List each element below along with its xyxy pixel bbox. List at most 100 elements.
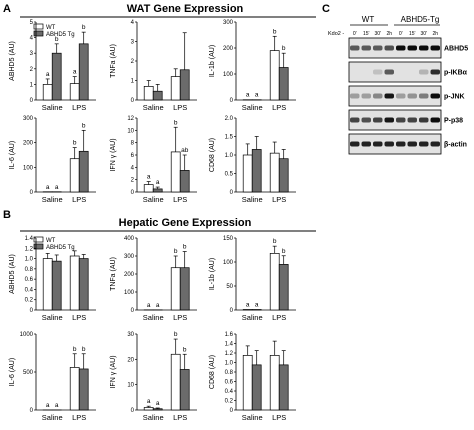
legend-hepatic-swatch-wt xyxy=(33,236,44,243)
blot-band xyxy=(407,117,417,123)
x-category-label: LPS xyxy=(173,413,187,422)
y-axis-label: IL-6 (AU) xyxy=(9,141,16,169)
blot-band xyxy=(419,45,429,51)
blot-band xyxy=(361,117,371,123)
y-tick-label: 3 xyxy=(30,51,34,57)
blot-band xyxy=(361,141,371,147)
significance-letter: a xyxy=(255,302,259,309)
blot-membrane xyxy=(348,61,442,83)
significance-letter: a xyxy=(73,69,77,76)
chart-wat_il1b: 0 100 200 300 IL-1b (AU) Saline a a LPS b b xyxy=(209,20,296,112)
bar-wt xyxy=(42,84,53,101)
blot-group-tg: ABHD5-Tg xyxy=(401,15,440,24)
x-category-label: Saline xyxy=(42,413,63,422)
blot-band-label: ABHD5 xyxy=(444,46,468,53)
y-tick-label: 0.5 xyxy=(225,172,234,178)
blot-band-label: P-p38 xyxy=(444,118,463,125)
blot-band xyxy=(373,45,383,51)
bar-tg xyxy=(278,158,289,193)
y-tick-label: 2 xyxy=(131,59,135,65)
x-category-label: Saline xyxy=(242,413,263,422)
bar-wt xyxy=(69,83,80,101)
blot-band-label: p-IKBα xyxy=(444,70,468,77)
x-category-label: Saline xyxy=(143,195,164,204)
y-axis-label: TNFa (AU) xyxy=(110,257,117,291)
significance-letter: a xyxy=(156,302,160,309)
blot-timepoint-label: 0' xyxy=(353,31,357,37)
y-tick-label: 1.0 xyxy=(225,153,234,159)
panel-label-a: A xyxy=(3,3,11,15)
significance-letter: ab xyxy=(181,147,189,154)
significance-letter: b xyxy=(183,346,187,353)
bar-tg xyxy=(251,149,262,193)
y-tick-label: 0 xyxy=(30,190,34,196)
y-tick-label: 1.4 xyxy=(25,236,34,242)
chart-wat_ifng: 0 2 4 6 8 10 12 IFN γ (AU) Saline aa LPS b ab xyxy=(110,116,197,204)
bar-tg xyxy=(152,188,163,193)
legend-wat-swatch-tg xyxy=(33,30,44,37)
blot-band xyxy=(373,117,383,123)
bar-wt xyxy=(42,258,53,311)
blot-band xyxy=(419,93,429,99)
x-category-label: LPS xyxy=(272,195,286,204)
x-category-label: LPS xyxy=(173,313,187,322)
bar-wt xyxy=(269,355,280,411)
blot-band xyxy=(396,117,406,123)
y-tick-label: 200 xyxy=(124,272,135,278)
y-tick-label: 100 xyxy=(23,165,34,171)
y-tick-label: 0 xyxy=(131,98,135,104)
western-blot: WT ABHD5-Tg Kdo2 - 0' 15' 30' 2h 0' 15' 30' 2h … xyxy=(328,15,468,155)
x-category-label: Saline xyxy=(242,313,263,322)
blot-band xyxy=(384,45,394,51)
blot-timepoint-label: 0' xyxy=(399,31,403,37)
significance-letter: a xyxy=(55,402,59,409)
bar-wt xyxy=(69,367,80,411)
blot-membrane xyxy=(348,37,442,59)
x-category-label: LPS xyxy=(272,313,286,322)
blot-band xyxy=(384,117,394,123)
y-tick-label: 0 xyxy=(230,190,234,196)
y-tick-label: 0.8 xyxy=(225,370,234,376)
panel-label-c: C xyxy=(322,3,330,15)
bar-tg xyxy=(78,258,89,311)
blot-band xyxy=(430,117,440,123)
y-tick-label: 100 xyxy=(124,290,135,296)
bar-wt xyxy=(143,184,154,193)
legend-hepatic-swatch-tg xyxy=(33,243,44,250)
x-category-label: LPS xyxy=(272,103,286,112)
blot-band xyxy=(384,141,394,147)
significance-letter: b xyxy=(273,28,277,35)
bar-tg xyxy=(179,369,190,411)
bar-wt xyxy=(170,353,181,411)
significance-letter: a xyxy=(246,92,250,99)
chart-wat_abhd5: 0 1 2 3 4 5 ABHD5 (AU) Saline a b LPS a b xyxy=(9,20,96,112)
bar-tg xyxy=(179,170,190,193)
y-tick-label: 20 xyxy=(127,357,134,363)
blot-band xyxy=(396,141,406,147)
blot-group-wt: WT xyxy=(362,15,375,24)
bar-wt xyxy=(170,267,181,311)
blot-band xyxy=(419,117,429,123)
y-tick-label: 0.8 xyxy=(25,267,34,273)
y-tick-label: 300 xyxy=(223,20,234,26)
bar-tg xyxy=(278,67,289,101)
x-category-label: LPS xyxy=(72,413,86,422)
bar-wt xyxy=(143,407,154,411)
y-tick-label: 12 xyxy=(127,116,134,122)
bar-tg xyxy=(152,90,163,101)
blot-timepoints: 0' 15' 30' 2h 0' 15' 30' 2h xyxy=(353,31,438,37)
y-tick-label: 100 xyxy=(223,260,234,266)
y-tick-label: 0 xyxy=(230,408,234,414)
significance-letter: b xyxy=(273,238,277,245)
significance-letter: b xyxy=(82,24,86,31)
y-tick-label: 30 xyxy=(127,332,134,338)
y-tick-label: 0.2 xyxy=(25,298,34,304)
y-tick-label: 0 xyxy=(30,408,34,414)
chart-hep_abhd5: 0 0.2 0.4 0.6 0.8 1.0 1.2 1.4 ABHD5 (AU) Saline LP… xyxy=(9,236,96,322)
y-tick-label: 400 xyxy=(124,236,135,242)
wat-section-title: WAT Gene Expression xyxy=(127,3,244,15)
legend-wat: WT ABHD5 Tg xyxy=(33,23,75,38)
bar-wt xyxy=(242,355,253,411)
blot-band xyxy=(373,93,383,99)
